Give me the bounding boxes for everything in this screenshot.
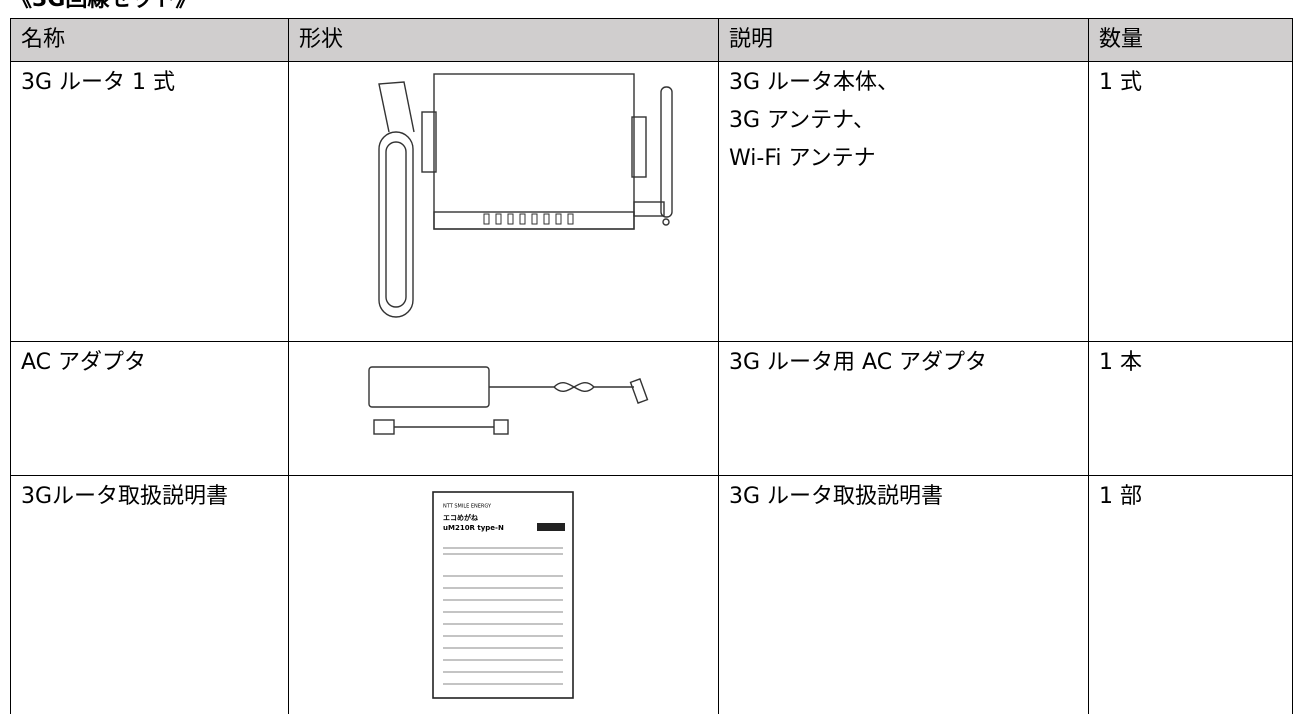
description-line: 3G ルータ取扱説明書 bbox=[729, 484, 944, 509]
column-header: 説明 bbox=[718, 18, 1089, 62]
description: 3G ルータ本体、 3G アンテナ、 Wi-Fi アンテナ bbox=[718, 61, 1089, 342]
page-title: 《3G回線セット》 bbox=[10, 0, 197, 14]
item-name: 3G ルータ 1 式 bbox=[10, 61, 289, 342]
description-line: 3G アンテナ、 bbox=[729, 108, 876, 133]
image-cell: NTT SMILE ENERGY エコめがね uM210R type-N bbox=[288, 475, 719, 714]
description-line: 3G ルータ用 AC アダプタ bbox=[729, 350, 988, 375]
quantity: 1 式 bbox=[1088, 61, 1293, 342]
description: 3G ルータ取扱説明書 bbox=[718, 475, 1089, 714]
quantity: 1 部 bbox=[1088, 475, 1293, 714]
header-row: 名称 形状 説明 数量 bbox=[10, 18, 1293, 62]
description-line: 3G ルータ本体、 bbox=[729, 70, 900, 95]
manual-image: NTT SMILE ENERGY エコめがね uM210R type-N bbox=[431, 491, 574, 699]
image-cell bbox=[288, 61, 719, 342]
column-header: 数量 bbox=[1088, 18, 1293, 62]
quantity: 1 本 bbox=[1088, 341, 1293, 476]
image-cell bbox=[288, 341, 719, 476]
row: AC アダプタ 3G ルータ用 AC アダプタ 1 本 bbox=[10, 341, 1293, 476]
row: 3Gルータ取扱説明書 NTT SMILE ENERGY エコめがね uM210R… bbox=[10, 475, 1293, 714]
column-header: 名称 bbox=[10, 18, 289, 62]
set-table: 名称 形状 説明 数量 3G ルータ 1 式 bbox=[10, 18, 1293, 714]
description-line: Wi-Fi アンテナ bbox=[729, 146, 876, 171]
item-name: AC アダプタ bbox=[10, 341, 289, 476]
column-header: 形状 bbox=[288, 18, 719, 62]
manual-text: uM210R type-N bbox=[443, 524, 504, 532]
router-image bbox=[377, 73, 673, 318]
item-name: 3Gルータ取扱説明書 bbox=[10, 475, 289, 714]
description: 3G ルータ用 AC アダプタ bbox=[718, 341, 1089, 476]
manual-text: エコめがね bbox=[443, 513, 479, 522]
row: 3G ルータ 1 式 3G bbox=[10, 61, 1293, 342]
manual-text: NTT SMILE ENERGY bbox=[443, 504, 492, 510]
adapter-image bbox=[367, 366, 648, 435]
